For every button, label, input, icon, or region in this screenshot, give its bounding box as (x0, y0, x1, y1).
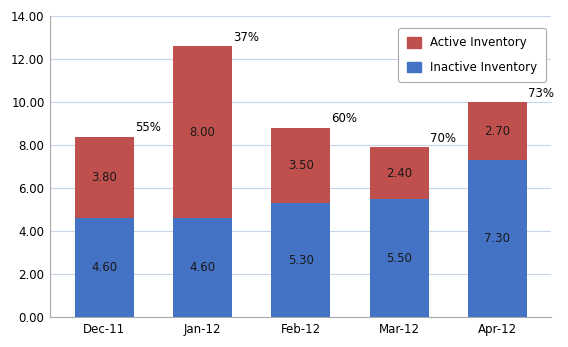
Text: 2.40: 2.40 (386, 167, 412, 180)
Text: 37%: 37% (233, 31, 259, 44)
Text: 5.30: 5.30 (288, 254, 314, 267)
Bar (272, 203, 330, 318)
Text: 55%: 55% (135, 121, 161, 134)
Text: 4.60: 4.60 (190, 261, 216, 274)
Bar (468, 160, 527, 318)
Bar (370, 199, 429, 318)
Text: 4.60: 4.60 (91, 261, 117, 274)
Bar (173, 46, 232, 218)
Bar (370, 147, 429, 199)
Bar (272, 128, 330, 203)
Bar (75, 218, 133, 318)
Text: 8.00: 8.00 (190, 126, 215, 139)
Bar (468, 102, 527, 160)
Text: 3.80: 3.80 (91, 171, 117, 184)
Bar (173, 218, 232, 318)
Text: 7.30: 7.30 (485, 232, 511, 245)
Text: 3.50: 3.50 (288, 159, 314, 172)
Text: 73%: 73% (528, 87, 554, 100)
Text: 2.70: 2.70 (485, 125, 511, 138)
Text: 5.50: 5.50 (386, 252, 412, 265)
Text: 70%: 70% (430, 132, 456, 145)
Legend: Active Inventory, Inactive Inventory: Active Inventory, Inactive Inventory (398, 28, 545, 82)
Text: 60%: 60% (332, 112, 357, 125)
Bar (75, 137, 133, 218)
